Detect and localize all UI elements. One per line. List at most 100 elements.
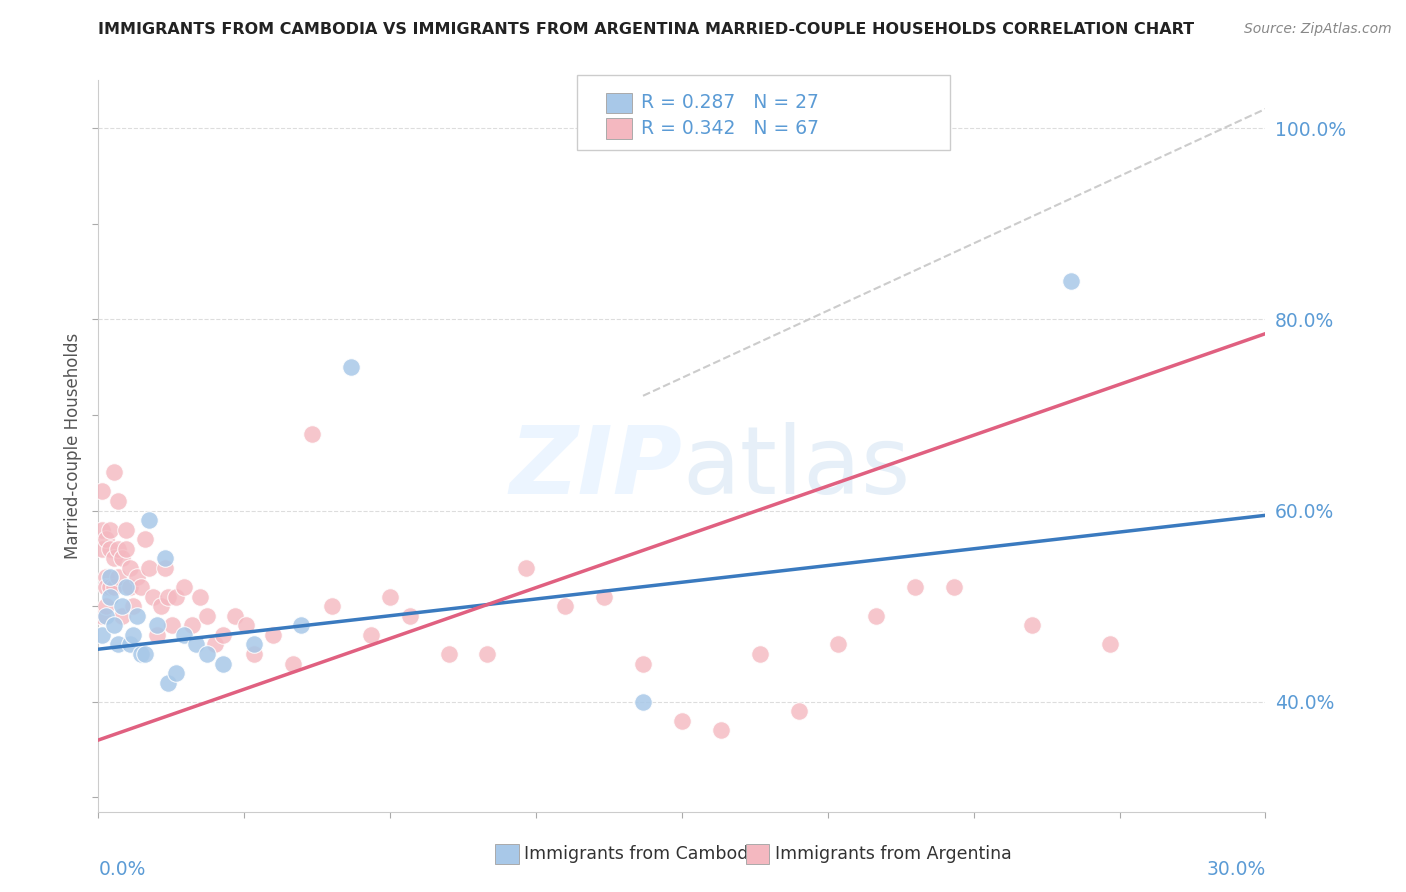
Text: IMMIGRANTS FROM CAMBODIA VS IMMIGRANTS FROM ARGENTINA MARRIED-COUPLE HOUSEHOLDS : IMMIGRANTS FROM CAMBODIA VS IMMIGRANTS F… bbox=[98, 22, 1195, 37]
Point bbox=[103, 465, 125, 479]
Point bbox=[281, 657, 304, 671]
Point bbox=[398, 608, 420, 623]
Point bbox=[107, 570, 129, 584]
FancyBboxPatch shape bbox=[495, 844, 519, 864]
Point bbox=[153, 551, 176, 566]
Point bbox=[593, 590, 616, 604]
Point bbox=[96, 533, 118, 547]
Point bbox=[96, 608, 118, 623]
Point bbox=[127, 608, 149, 623]
Point bbox=[111, 599, 134, 614]
Point bbox=[243, 647, 266, 661]
Point bbox=[157, 675, 180, 690]
Point bbox=[96, 599, 118, 614]
Point bbox=[118, 580, 141, 594]
Point bbox=[91, 628, 114, 642]
Point bbox=[235, 618, 257, 632]
Point bbox=[107, 637, 129, 651]
Text: ZIP: ZIP bbox=[509, 422, 682, 514]
Point bbox=[98, 590, 121, 604]
Point bbox=[103, 618, 125, 632]
Point bbox=[340, 360, 363, 375]
Point bbox=[301, 427, 323, 442]
Point bbox=[437, 647, 460, 661]
Point bbox=[138, 561, 160, 575]
Point bbox=[321, 599, 343, 614]
Point bbox=[865, 608, 887, 623]
Y-axis label: Married-couple Households: Married-couple Households bbox=[63, 333, 82, 559]
Point bbox=[631, 695, 654, 709]
Point bbox=[122, 628, 145, 642]
Point bbox=[146, 618, 169, 632]
Point bbox=[165, 590, 187, 604]
Point bbox=[129, 580, 152, 594]
Point bbox=[149, 599, 172, 614]
Point bbox=[134, 647, 156, 661]
Point bbox=[129, 647, 152, 661]
Point bbox=[184, 637, 207, 651]
Point bbox=[142, 590, 165, 604]
Point bbox=[671, 714, 693, 728]
Text: R = 0.287   N = 27: R = 0.287 N = 27 bbox=[641, 94, 818, 112]
Point bbox=[515, 561, 537, 575]
Point bbox=[153, 561, 176, 575]
Point bbox=[103, 580, 125, 594]
Point bbox=[943, 580, 966, 594]
Text: atlas: atlas bbox=[682, 422, 910, 514]
FancyBboxPatch shape bbox=[576, 75, 950, 150]
Point bbox=[173, 628, 195, 642]
Point bbox=[98, 541, 121, 556]
Point bbox=[224, 608, 246, 623]
Point bbox=[98, 570, 121, 584]
Text: Immigrants from Argentina: Immigrants from Argentina bbox=[775, 845, 1012, 863]
Point bbox=[748, 647, 770, 661]
Point bbox=[114, 580, 136, 594]
Point bbox=[378, 590, 402, 604]
Point bbox=[118, 637, 141, 651]
Point bbox=[114, 523, 136, 537]
Point bbox=[360, 628, 382, 642]
Point bbox=[165, 666, 187, 681]
Point bbox=[188, 590, 211, 604]
Point bbox=[127, 570, 149, 584]
Point bbox=[111, 551, 134, 566]
Point bbox=[98, 580, 121, 594]
FancyBboxPatch shape bbox=[606, 119, 631, 139]
FancyBboxPatch shape bbox=[747, 844, 769, 864]
Point bbox=[787, 704, 810, 718]
Point bbox=[91, 523, 114, 537]
Point bbox=[1060, 274, 1083, 288]
Point bbox=[111, 608, 134, 623]
Point bbox=[262, 628, 284, 642]
Point bbox=[98, 523, 121, 537]
Point bbox=[91, 608, 114, 623]
Point bbox=[114, 541, 136, 556]
Point bbox=[904, 580, 927, 594]
Text: 30.0%: 30.0% bbox=[1206, 860, 1265, 880]
Point bbox=[204, 637, 226, 651]
Text: Immigrants from Cambodia: Immigrants from Cambodia bbox=[524, 845, 765, 863]
Point bbox=[103, 551, 125, 566]
Text: R = 0.342   N = 67: R = 0.342 N = 67 bbox=[641, 119, 820, 138]
Point bbox=[122, 599, 145, 614]
Point bbox=[290, 618, 312, 632]
Point bbox=[96, 580, 118, 594]
Point bbox=[195, 608, 218, 623]
Point bbox=[146, 628, 169, 642]
Point bbox=[138, 513, 160, 527]
Point bbox=[212, 657, 235, 671]
Point bbox=[173, 580, 195, 594]
Text: 0.0%: 0.0% bbox=[98, 860, 146, 880]
Point bbox=[107, 541, 129, 556]
Text: Source: ZipAtlas.com: Source: ZipAtlas.com bbox=[1244, 22, 1392, 37]
Point bbox=[162, 618, 184, 632]
Point bbox=[195, 647, 218, 661]
Point bbox=[212, 628, 235, 642]
Point bbox=[118, 561, 141, 575]
Point bbox=[157, 590, 180, 604]
Point bbox=[134, 533, 156, 547]
Point bbox=[477, 647, 499, 661]
Point bbox=[1021, 618, 1043, 632]
Point bbox=[107, 494, 129, 508]
Point bbox=[631, 657, 654, 671]
